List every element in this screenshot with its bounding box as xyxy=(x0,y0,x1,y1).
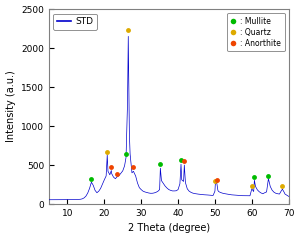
Y-axis label: Intensity (a.u.): Intensity (a.u.) xyxy=(6,71,16,142)
Legend: : Mullite, : Quartz, : Anorthite: : Mullite, : Quartz, : Anorthite xyxy=(227,13,285,51)
X-axis label: 2 Theta (degree): 2 Theta (degree) xyxy=(128,223,210,234)
